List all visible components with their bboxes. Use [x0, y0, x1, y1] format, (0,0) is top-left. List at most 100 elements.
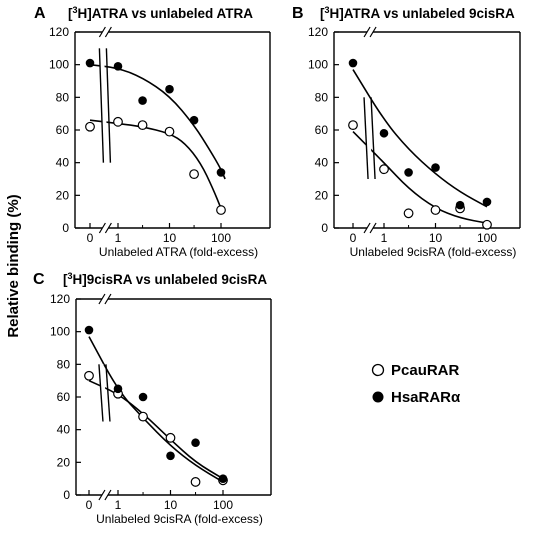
curve-break-mark [363, 97, 369, 180]
panel-letter: B [292, 5, 304, 22]
title-bracket: [ [63, 272, 68, 287]
data-point-hsararalpha [189, 115, 199, 125]
y-tick-label: 0 [63, 488, 70, 502]
title-bracket: [ [320, 6, 325, 21]
legend-open-circle-icon [371, 363, 385, 377]
axis-break-mark [98, 489, 106, 501]
legend-label-pcaurar: PcauRAR [391, 362, 460, 379]
data-point-pcaurar [137, 120, 148, 130]
legend-label-hsararalpha: HsaRARα [391, 389, 461, 406]
data-point-pcaurar [165, 432, 176, 443]
x-tick-label: 1 [115, 231, 122, 245]
data-point-pcaurar [138, 411, 148, 422]
axis-break-mark [98, 293, 106, 305]
curve-break-gap [98, 48, 108, 163]
y-tick-label: 80 [56, 90, 70, 104]
y-tick-label: 20 [57, 455, 71, 469]
data-point-hsararalpha [84, 325, 94, 335]
x-tick-label: 0 [350, 231, 357, 245]
data-point-hsararalpha [218, 474, 228, 483]
y-tick-label: 40 [57, 423, 71, 437]
legend: PcauRAR HsaRARα [371, 362, 461, 406]
y-tick-label: 40 [315, 156, 329, 170]
panel-title: [3H]ATRA vs unlabeled 9cisRA [320, 5, 515, 21]
title-superscript: 3 [325, 5, 330, 15]
title-isotope: H] [78, 6, 92, 21]
y-tick-label: 100 [49, 58, 69, 72]
y-tick-label: 100 [50, 325, 70, 339]
chart-panel-b: B [3H]ATRA vs unlabeled 9cisRA02040608010… [292, 5, 521, 259]
curve-break-mark [98, 48, 105, 163]
panel-title: [3H]ATRA vs unlabeled ATRA [68, 5, 253, 21]
panel-letter: A [34, 5, 46, 22]
axis-break-mark [104, 489, 112, 501]
x-tick-label: 100 [211, 231, 231, 245]
title-main: 9cisRA vs unlabeled 9cisRA [87, 272, 268, 287]
axis-break-mark [104, 293, 112, 305]
data-point-hsararalpha [85, 58, 95, 68]
curve-break-gap [363, 97, 373, 180]
x-axis-label: Unlabeled 9cisRA (fold-excess) [350, 245, 517, 259]
data-point-hsararalpha [138, 392, 148, 402]
y-tick-label: 60 [56, 123, 70, 137]
data-point-hsararalpha [165, 84, 174, 94]
x-tick-label: 10 [163, 231, 177, 245]
y-tick-label: 20 [56, 188, 70, 202]
data-point-hsararalpha [113, 62, 123, 71]
legend-filled-circle-icon [372, 391, 384, 403]
panel-letter: C [33, 271, 45, 288]
data-point-hsararalpha [404, 168, 413, 177]
axis-break-mark [104, 26, 112, 38]
data-point-pcaurar [482, 219, 492, 230]
x-tick-label: 0 [86, 498, 93, 512]
x-axis-label: Unlabeled ATRA (fold-excess) [99, 245, 258, 259]
x-tick-label: 0 [87, 231, 94, 245]
title-isotope: H] [330, 6, 344, 21]
chart-panel-c: C [3H]9cisRA vs unlabeled 9cisRA 0 20 40 60 80… [33, 271, 272, 526]
curve-break-mark [105, 364, 111, 422]
data-point-hsararalpha [138, 96, 147, 105]
title-main: ATRA vs unlabeled 9cisRA [344, 6, 515, 21]
y-tick-label: 80 [57, 357, 71, 371]
panel-title: [3H]9cisRA vs unlabeled 9cisRA [63, 271, 267, 287]
title-superscript: 3 [68, 271, 73, 281]
data-point-pcaurar [189, 169, 199, 180]
y-tick-label: 80 [315, 90, 329, 104]
x-tick-label: 1 [381, 231, 388, 245]
data-point-pcaurar [113, 116, 123, 127]
data-point-pcaurar [379, 164, 389, 175]
data-point-pcaurar [216, 205, 226, 215]
axis-break-mark [363, 26, 371, 38]
data-point-hsararalpha [166, 451, 175, 461]
data-point-hsararalpha [431, 163, 440, 172]
y-tick-label: 120 [50, 292, 70, 306]
data-point-pcaurar [84, 370, 94, 381]
data-point-pcaurar [348, 120, 358, 130]
fit-curve-pcaurar [88, 379, 224, 480]
y-tick-label: 20 [315, 188, 329, 202]
data-point-hsararalpha [113, 384, 123, 394]
chart-panel-a: A [3H]ATRA vs unlabeled ATRA0204060801001… [34, 5, 271, 259]
axis-break-mark [363, 222, 371, 234]
y-axis-label: Relative binding (%) [5, 194, 22, 337]
data-point-pcaurar [190, 477, 201, 487]
y-tick-label: 60 [57, 390, 71, 404]
x-tick-label: 1 [115, 498, 122, 512]
y-tick-label: 40 [56, 156, 70, 170]
y-tick-label: 120 [49, 25, 69, 39]
title-bracket: [ [68, 6, 73, 21]
curve-break-mark [370, 97, 376, 180]
data-point-hsararalpha [379, 128, 389, 138]
y-tick-label: 100 [308, 58, 328, 72]
title-main: ATRA vs unlabeled ATRA [92, 6, 254, 21]
y-tick-label: 0 [62, 221, 69, 235]
data-point-hsararalpha [455, 200, 465, 210]
curve-break-mark [98, 364, 104, 422]
x-tick-label: 10 [164, 498, 178, 512]
data-point-hsararalpha [216, 168, 226, 177]
data-point-pcaurar [430, 205, 441, 215]
data-point-pcaurar [85, 121, 95, 132]
y-tick-label: 120 [308, 25, 328, 39]
data-point-hsararalpha [191, 438, 200, 448]
